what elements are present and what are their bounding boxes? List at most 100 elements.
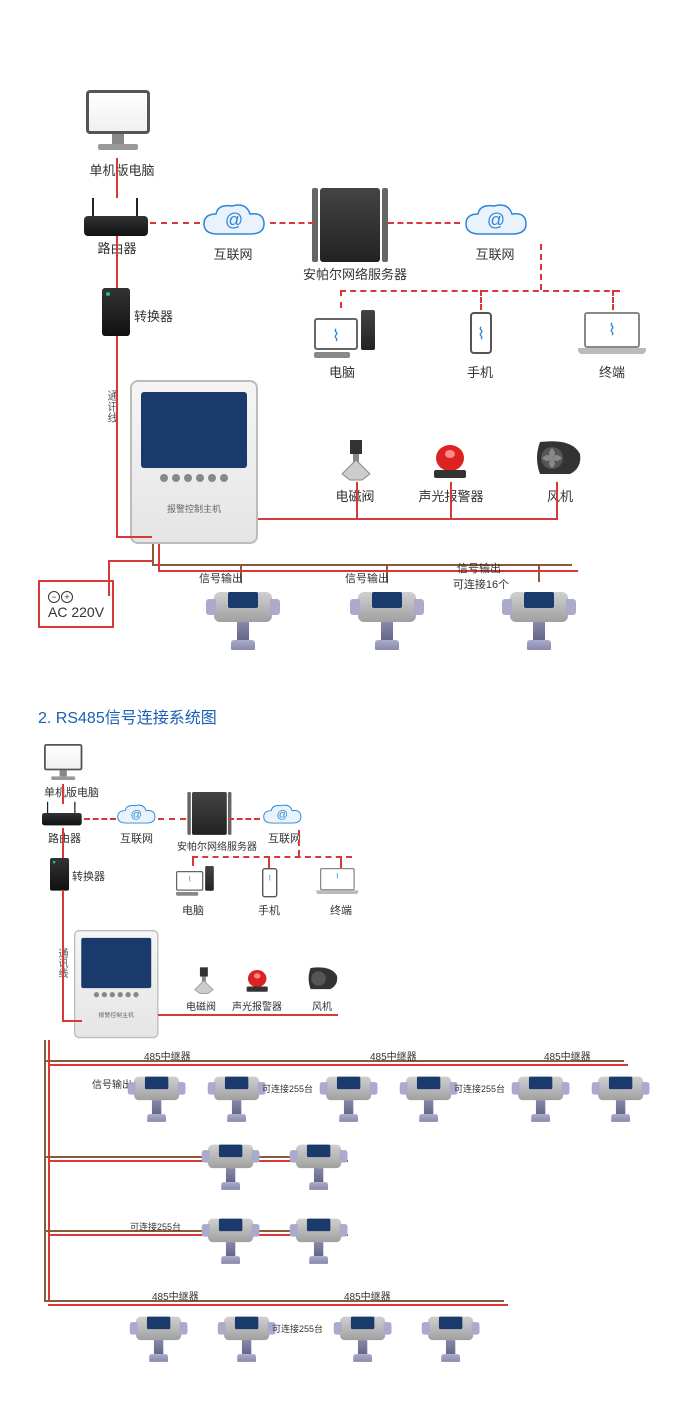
desktop-label: 电脑 — [322, 362, 362, 381]
wire — [538, 564, 540, 582]
repeater-label-5: 485中继器 — [344, 1288, 391, 1303]
cloud-internet-2-label: 互联网 — [470, 244, 520, 263]
pc-standalone-icon-2 — [44, 744, 82, 780]
cloud-internet-4-icon: @ — [260, 802, 305, 829]
wire — [108, 560, 110, 582]
alarm-icon-2 — [244, 968, 270, 994]
wire — [152, 564, 572, 566]
wire — [158, 818, 186, 820]
wire — [62, 828, 64, 858]
cloud-internet-1-icon: @ — [198, 200, 270, 244]
phone-icon-2: ⌇ — [262, 868, 277, 897]
server-label-2: 安帕尔网络服务器 — [172, 838, 262, 853]
wire — [340, 856, 342, 868]
svg-text:@: @ — [277, 809, 288, 821]
wire — [258, 518, 558, 520]
sensor-icon — [510, 586, 568, 650]
wire — [540, 244, 542, 290]
router-icon-2 — [42, 808, 82, 825]
desktop-label-2: 电脑 — [182, 902, 204, 918]
wire — [116, 336, 118, 536]
wire — [612, 290, 614, 310]
fan-icon-2 — [304, 964, 340, 993]
valve-icon-2 — [192, 966, 216, 995]
section2-title: 2. RS485信号连接系统图 — [38, 704, 217, 728]
router-label-2: 路由器 — [48, 830, 81, 846]
desktop-icon-2: ⌇ — [176, 866, 214, 896]
laptop-label-2: 终端 — [330, 902, 352, 918]
sensor-icon — [296, 1214, 341, 1264]
converter-icon — [102, 288, 130, 336]
converter-label: 转换器 — [134, 306, 184, 325]
valve-icon — [338, 438, 374, 482]
sensor-icon — [224, 1312, 269, 1362]
wire — [192, 856, 352, 858]
alarm-label-2: 声光报警器 — [232, 998, 282, 1013]
pc-standalone-label: 单机版电脑 — [82, 160, 162, 179]
wire — [152, 544, 154, 566]
fan-icon — [530, 436, 584, 480]
wire — [356, 482, 358, 518]
converter-label-2: 转换器 — [72, 868, 105, 884]
wire — [158, 544, 160, 572]
phone-label: 手机 — [460, 362, 500, 381]
signal-out-label-3: 信号输出 — [454, 560, 504, 576]
pc-standalone-icon — [86, 90, 150, 150]
sensor-icon — [296, 1140, 341, 1190]
converter-icon-2 — [50, 858, 69, 891]
valve-label-2: 电磁阀 — [186, 998, 216, 1013]
desktop-icon: ⌇ — [314, 310, 375, 358]
laptop-icon-2: ⌇ — [320, 868, 358, 894]
wire — [62, 784, 64, 804]
diagram-1: 单机版电脑 路由器 @ 互联网 安帕尔网络服务器 @ 互联网 转换器 ⌇ 电脑 … — [0, 0, 700, 690]
pc-standalone-label-2: 单机版电脑 — [44, 784, 99, 800]
repeater-label-1: 485中继器 — [144, 1048, 191, 1063]
wire — [270, 222, 314, 224]
router-icon — [84, 208, 148, 236]
cloud-internet-4-label: 互联网 — [268, 830, 301, 846]
laptop-icon: ⌇ — [584, 312, 646, 354]
server-icon-2 — [192, 792, 227, 835]
connect255-label-2: 可连接255台 — [454, 1082, 505, 1095]
wire — [44, 1040, 46, 1300]
ac220v-box: −+ AC 220V — [38, 580, 114, 628]
wire — [108, 560, 152, 562]
phone-label-2: 手机 — [258, 902, 280, 918]
sensor-icon — [358, 586, 416, 650]
controller-text-2: 报警控制主机 — [75, 1011, 157, 1020]
wire — [62, 890, 64, 1020]
repeater-label-3: 485中继器 — [544, 1048, 591, 1063]
connect16-label: 可连接16个 — [448, 576, 514, 592]
sensor-icon — [214, 1072, 259, 1122]
wire — [48, 1040, 50, 1300]
svg-text:@: @ — [225, 210, 243, 230]
wire — [108, 582, 110, 596]
ac220v-text: AC 220V — [48, 604, 104, 620]
valve-label: 电磁阀 — [330, 486, 380, 505]
sensor-icon — [340, 1312, 385, 1362]
fan-label-2: 风机 — [312, 998, 332, 1013]
wire — [340, 290, 342, 308]
sensor-icon — [214, 586, 272, 650]
sensor-icon — [208, 1214, 253, 1264]
cloud-internet-1-label: 互联网 — [208, 244, 258, 263]
sensor-icon — [136, 1312, 181, 1362]
wire — [44, 1060, 624, 1062]
signal-out-label-1: 信号输出 — [198, 570, 244, 586]
sensor-icon — [428, 1312, 473, 1362]
fan-label: 风机 — [540, 486, 580, 505]
wire — [84, 818, 116, 820]
sensor-icon — [598, 1072, 643, 1122]
laptop-label: 终端 — [592, 362, 632, 381]
sensor-icon — [326, 1072, 371, 1122]
wire — [62, 1020, 82, 1022]
wire — [116, 536, 152, 538]
repeater-label-4: 485中继器 — [152, 1288, 199, 1303]
wire — [298, 830, 300, 856]
alarm-icon — [430, 442, 470, 482]
cloud-internet-3-label: 互联网 — [120, 830, 153, 846]
sensor-icon — [406, 1072, 451, 1122]
signal-out-label-2: 信号输出 — [344, 570, 390, 586]
sensor-icon — [208, 1140, 253, 1190]
server-label: 安帕尔网络服务器 — [290, 264, 420, 283]
